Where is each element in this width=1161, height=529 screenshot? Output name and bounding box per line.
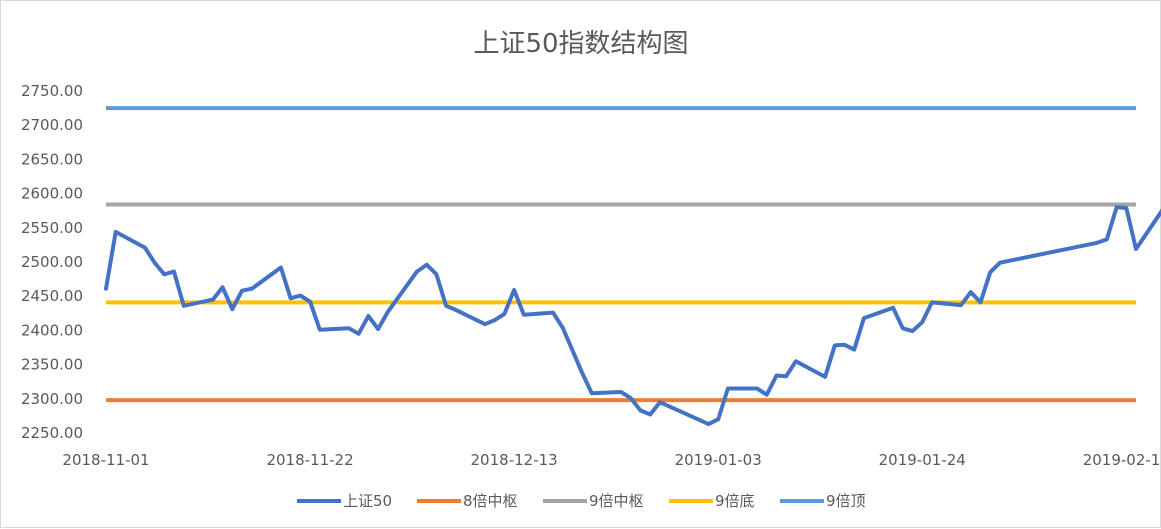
x-tick-label: 2019-02-14 — [1083, 451, 1161, 469]
legend-label: 上证50 — [343, 492, 392, 510]
y-tick-label: 2250.00 — [21, 424, 83, 442]
y-tick-label: 2600.00 — [21, 185, 83, 203]
legend-label: 9倍顶 — [826, 492, 866, 510]
series-lines — [104, 205, 1161, 427]
legend-item: 上证50 — [297, 492, 392, 510]
x-tick-label: 2018-11-01 — [62, 451, 149, 469]
legend-label: 8倍中枢 — [463, 492, 518, 510]
legend-item: 9倍顶 — [780, 492, 866, 510]
y-tick-label: 2350.00 — [21, 356, 83, 374]
legend-label: 9倍底 — [715, 492, 755, 510]
y-tick-label: 2550.00 — [21, 219, 83, 237]
x-axis-ticks: 2018-11-01 2018-11-22 2018-12-13 2019-01-03… — [62, 451, 1161, 469]
y-tick-label: 2750.00 — [21, 82, 83, 100]
x-tick-label: 2019-01-24 — [879, 451, 966, 469]
x-tick-label: 2018-12-13 — [471, 451, 558, 469]
y-tick-label: 2700.00 — [21, 116, 83, 134]
x-tick-label: 2018-11-22 — [266, 451, 353, 469]
y-axis-ticks: 2250.00 2300.00 2350.00 2400.00 2450.00 2500.… — [21, 82, 83, 442]
reference-lines — [106, 106, 1136, 403]
y-tick-label: 2300.00 — [21, 390, 83, 408]
y-tick-label: 2500.00 — [21, 253, 83, 271]
y-tick-label: 2450.00 — [21, 287, 83, 305]
legend-item: 9倍中枢 — [543, 492, 644, 510]
y-tick-label: 2650.00 — [21, 150, 83, 168]
legend-item: 9倍底 — [669, 492, 755, 510]
legend-item: 8倍中枢 — [417, 492, 518, 510]
legend-label: 9倍中枢 — [589, 492, 644, 510]
legend: 上证50 8倍中枢 9倍中枢 9倍底 9倍顶 — [297, 492, 866, 510]
series-line — [104, 205, 1161, 427]
x-tick-label: 2019-01-03 — [675, 451, 762, 469]
chart-title: 上证50指数结构图 — [473, 29, 688, 59]
y-tick-label: 2400.00 — [21, 321, 83, 339]
